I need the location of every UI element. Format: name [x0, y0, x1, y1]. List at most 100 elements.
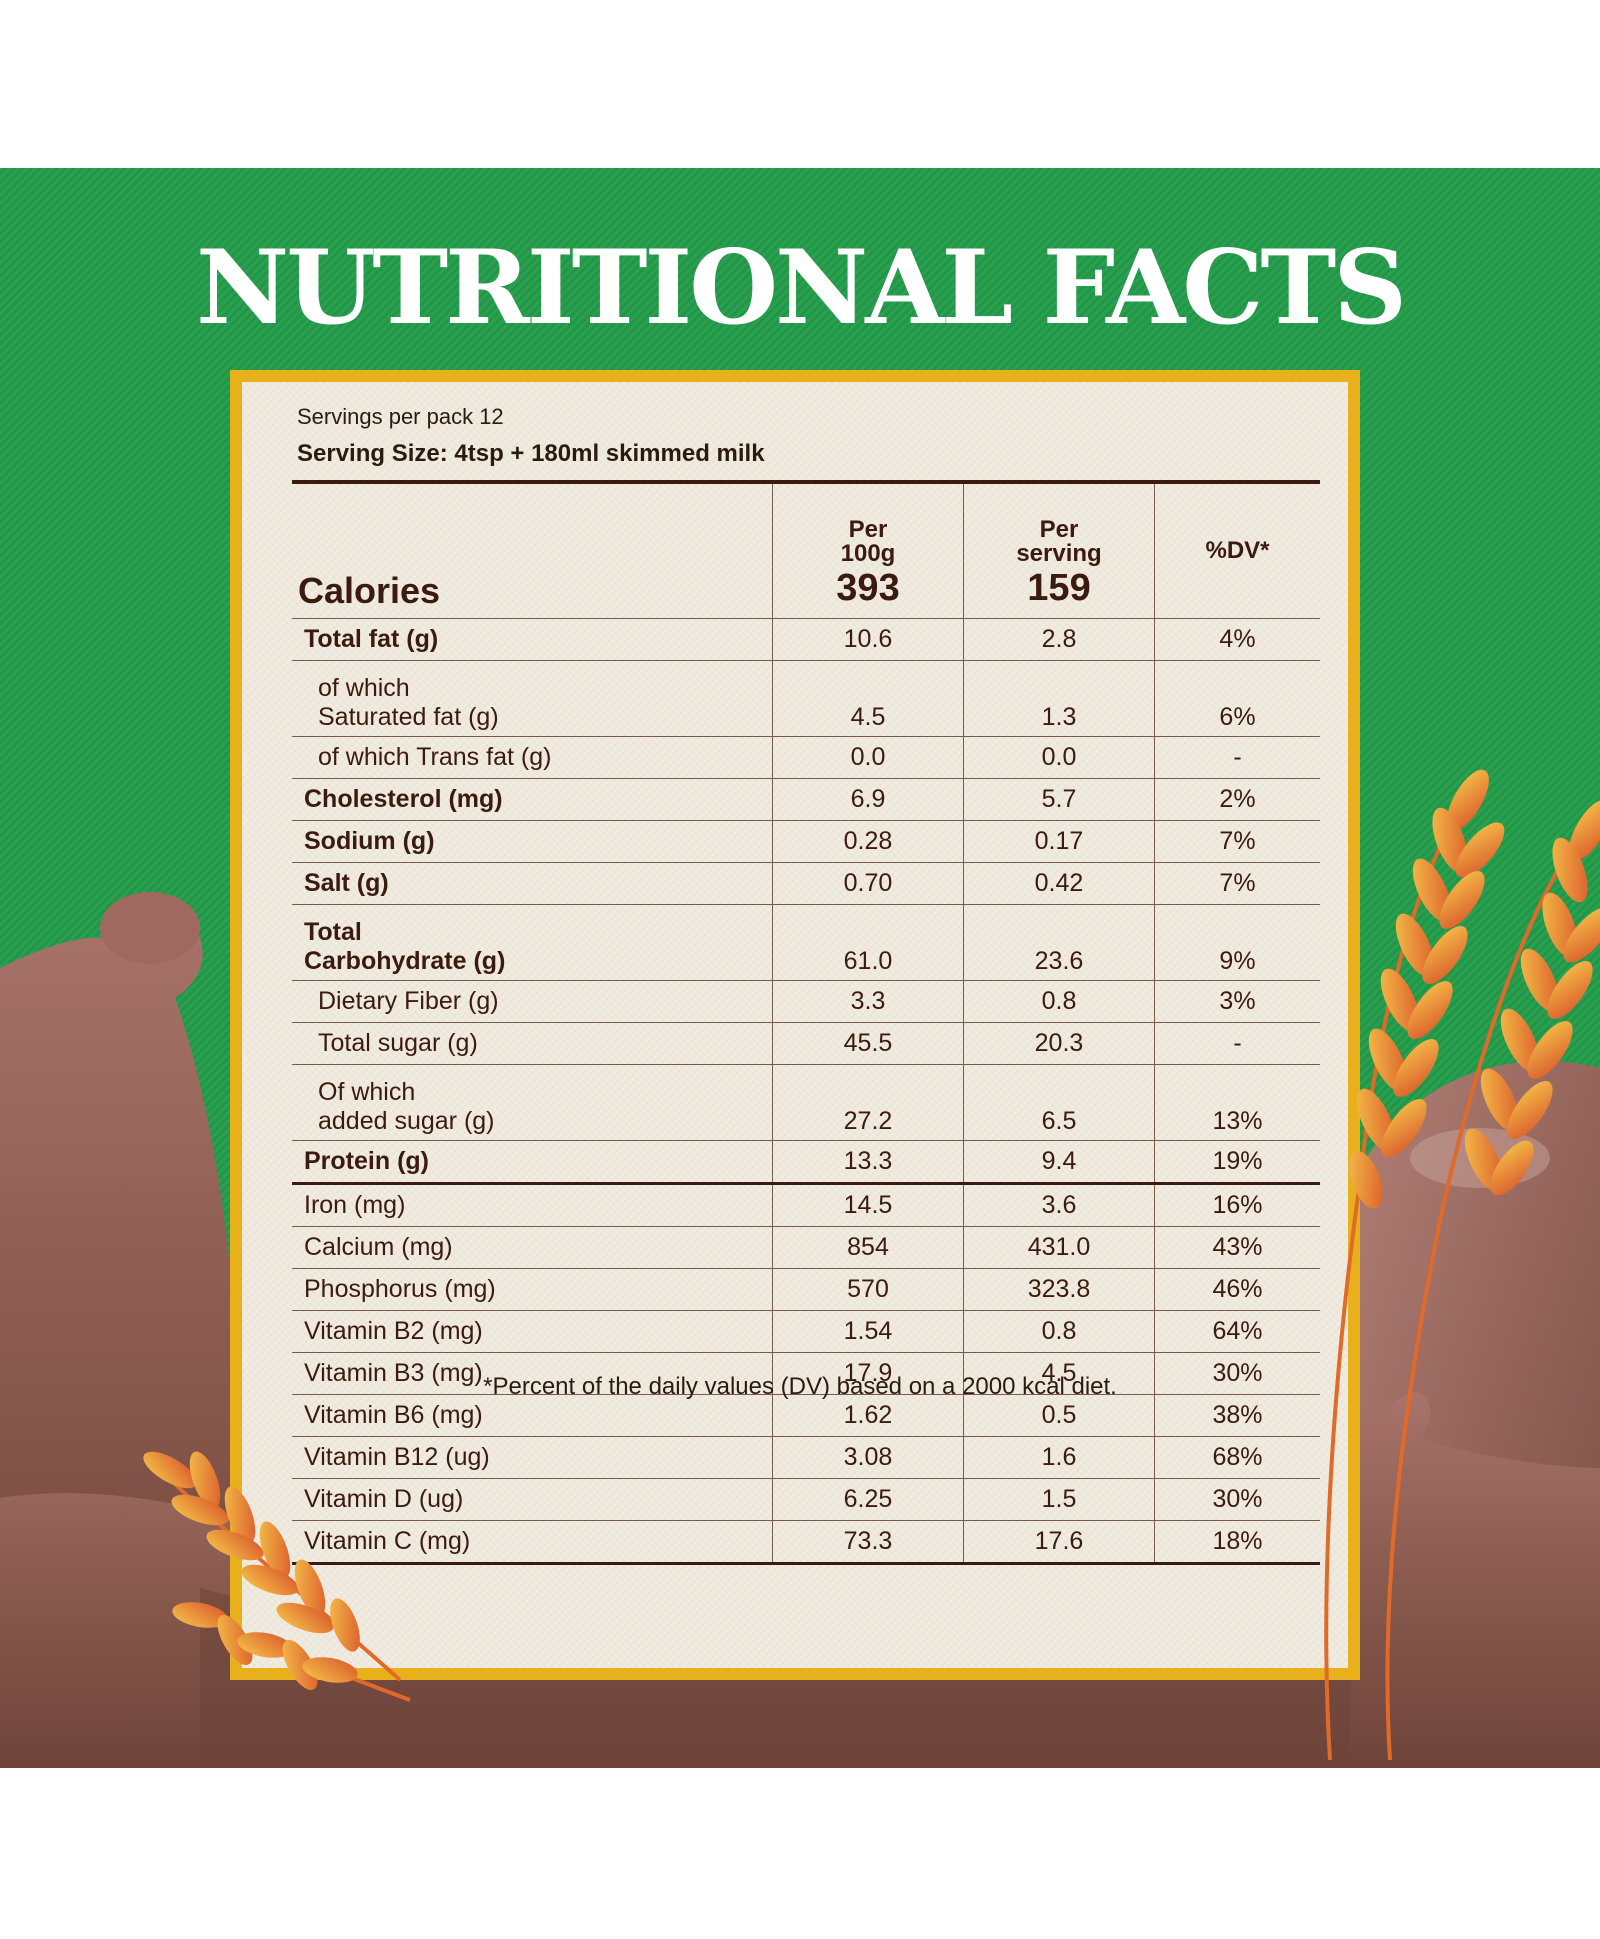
page-title: NUTRITIONAL FACTS [196, 228, 1407, 348]
dv-value: 30% [1154, 1478, 1320, 1521]
table-row: Iron (mg) 14.5 3.6 16% [292, 1183, 1320, 1227]
nutrient-name: Total Carbohydrate (g) [292, 904, 773, 981]
per-serving-value: 0.17 [963, 820, 1155, 863]
per-serving-value: 23.6 [963, 904, 1155, 981]
table-row: Cholesterol (mg) 6.9 5.7 2% [292, 778, 1320, 821]
nutrient-name: Total sugar (g) [292, 1022, 773, 1065]
nutrient-name: Vitamin B12 (ug) [292, 1436, 773, 1479]
dv-value: 19% [1154, 1140, 1320, 1185]
per-100g-value: 13.3 [772, 1140, 964, 1185]
nutrient-name-line1: Of which [318, 1078, 416, 1106]
per-serving-value: 0.0 [963, 736, 1155, 779]
per-serving-value: 5.7 [963, 778, 1155, 821]
nutrition-panel-inner: Servings per pack 12 Serving Size: 4tsp … [242, 382, 1348, 1668]
dv-value: 18% [1154, 1520, 1320, 1565]
table-row: Sodium (g) 0.28 0.17 7% [292, 820, 1320, 863]
per-serving-value: 1.6 [963, 1436, 1155, 1479]
per-100g-value: 10.6 [772, 618, 964, 661]
dv-value: 2% [1154, 778, 1320, 821]
nutrient-name: Total fat (g) [292, 618, 773, 661]
nutrient-name: Dietary Fiber (g) [292, 980, 773, 1023]
per-100g-value: 61.0 [772, 904, 964, 981]
nutrient-name: of which Trans fat (g) [292, 736, 773, 779]
per-100g-value: 73.3 [772, 1520, 964, 1565]
table-row: Vitamin B2 (mg) 1.54 0.8 64% [292, 1310, 1320, 1353]
nutrient-name-line1: of which [318, 674, 410, 702]
table-row: Vitamin B6 (mg) 1.62 0.5 38% [292, 1394, 1320, 1437]
per-100g-value: 6.9 [772, 778, 964, 821]
per-serving-value: 20.3 [963, 1022, 1155, 1065]
per-serving-value: 4.5 [963, 1352, 1155, 1395]
nutrient-name: Sodium (g) [292, 820, 773, 863]
dv-value: 6% [1154, 660, 1320, 737]
dv-value: 7% [1154, 820, 1320, 863]
nutrient-name: Phosphorus (mg) [292, 1268, 773, 1311]
table-row: Protein (g) 13.3 9.4 19% [292, 1140, 1320, 1185]
per-100g-header: Per 100g 393 [772, 480, 964, 619]
per-100g-value: 27.2 [772, 1064, 964, 1141]
nutrient-name: Iron (mg) [292, 1183, 773, 1227]
servings-per-pack: Servings per pack 12 [297, 404, 504, 429]
per-serving-value: 3.6 [963, 1183, 1155, 1227]
table-row: Total Carbohydrate (g) 61.0 23.6 9% [292, 904, 1320, 981]
per-serving-label-1: Per [1039, 516, 1079, 543]
table-row: Vitamin D (ug) 6.25 1.5 30% [292, 1478, 1320, 1521]
nutrient-name-line2: added sugar (g) [318, 1107, 495, 1135]
per-100g-label-1: Per [848, 516, 888, 543]
table-row: Total fat (g) 10.6 2.8 4% [292, 618, 1320, 661]
dv-value: 7% [1154, 862, 1320, 905]
footnote: *Percent of the daily values (DV) based … [483, 1373, 1117, 1400]
per-100g-value: 1.62 [772, 1394, 964, 1437]
nutrient-name: Cholesterol (mg) [292, 778, 773, 821]
per-100g-value: 0.0 [772, 736, 964, 779]
per-serving-value: 0.8 [963, 980, 1155, 1023]
dv-value: 43% [1154, 1226, 1320, 1269]
calories-per-100g: 393 [836, 567, 900, 609]
per-100g-value: 14.5 [772, 1183, 964, 1227]
nutrient-name: Of which added sugar (g) [292, 1064, 773, 1141]
table-row: Vitamin C (mg) 73.3 17.6 18% [292, 1520, 1320, 1565]
nutrient-name: Calcium (mg) [292, 1226, 773, 1269]
per-100g-value: 854 [772, 1226, 964, 1269]
nutrition-table: Calories Per 100g 393 Per serving 159 %D… [292, 480, 1320, 1565]
per-serving-value: 17.6 [963, 1520, 1155, 1565]
table-row: Vitamin B3 (mg) 17.9 4.5 30% [292, 1352, 1320, 1395]
dv-value: 13% [1154, 1064, 1320, 1141]
nutrition-panel: Servings per pack 12 Serving Size: 4tsp … [230, 370, 1360, 1680]
per-100g-value: 1.54 [772, 1310, 964, 1353]
nutrient-name: Vitamin B3 (mg) [292, 1352, 773, 1395]
nutrient-name: Salt (g) [292, 862, 773, 905]
nutrient-name: Vitamin D (ug) [292, 1478, 773, 1521]
per-100g-value: 0.70 [772, 862, 964, 905]
per-100g-label-2: 100g [840, 540, 896, 567]
dv-value: 38% [1154, 1394, 1320, 1437]
per-serving-value: 9.4 [963, 1140, 1155, 1185]
table-header-row: Calories Per 100g 393 Per serving 159 %D… [292, 480, 1320, 619]
nutrient-name-line2: Saturated fat (g) [318, 703, 499, 731]
per-serving-value: 1.5 [963, 1478, 1155, 1521]
per-serving-header: Per serving 159 [963, 480, 1155, 619]
serving-size: Serving Size: 4tsp + 180ml skimmed milk [297, 440, 765, 467]
per-serving-label-2: serving [1016, 540, 1102, 567]
dv-value: 3% [1154, 980, 1320, 1023]
dv-value: 4% [1154, 618, 1320, 661]
nutrient-name-line2: Carbohydrate (g) [304, 947, 506, 975]
per-serving-value: 0.5 [963, 1394, 1155, 1437]
table-row: Phosphorus (mg) 570 323.8 46% [292, 1268, 1320, 1311]
table-row: Calcium (mg) 854 431.0 43% [292, 1226, 1320, 1269]
table-row: Vitamin B12 (ug) 3.08 1.6 68% [292, 1436, 1320, 1479]
per-100g-value: 45.5 [772, 1022, 964, 1065]
per-serving-value: 1.3 [963, 660, 1155, 737]
table-row: Of which added sugar (g) 27.2 6.5 13% [292, 1064, 1320, 1141]
dv-value: - [1154, 736, 1320, 779]
per-100g-value: 3.3 [772, 980, 964, 1023]
calories-per-serving: 159 [1027, 567, 1091, 609]
per-100g-value: 4.5 [772, 660, 964, 737]
nutrient-name: Vitamin B6 (mg) [292, 1394, 773, 1437]
calories-label: Calories [292, 480, 773, 619]
per-100g-value: 6.25 [772, 1478, 964, 1521]
table-row: of which Trans fat (g) 0.0 0.0 - [292, 736, 1320, 779]
nutrient-name: of which Saturated fat (g) [292, 660, 773, 737]
per-100g-value: 3.08 [772, 1436, 964, 1479]
dv-value: - [1154, 1022, 1320, 1065]
